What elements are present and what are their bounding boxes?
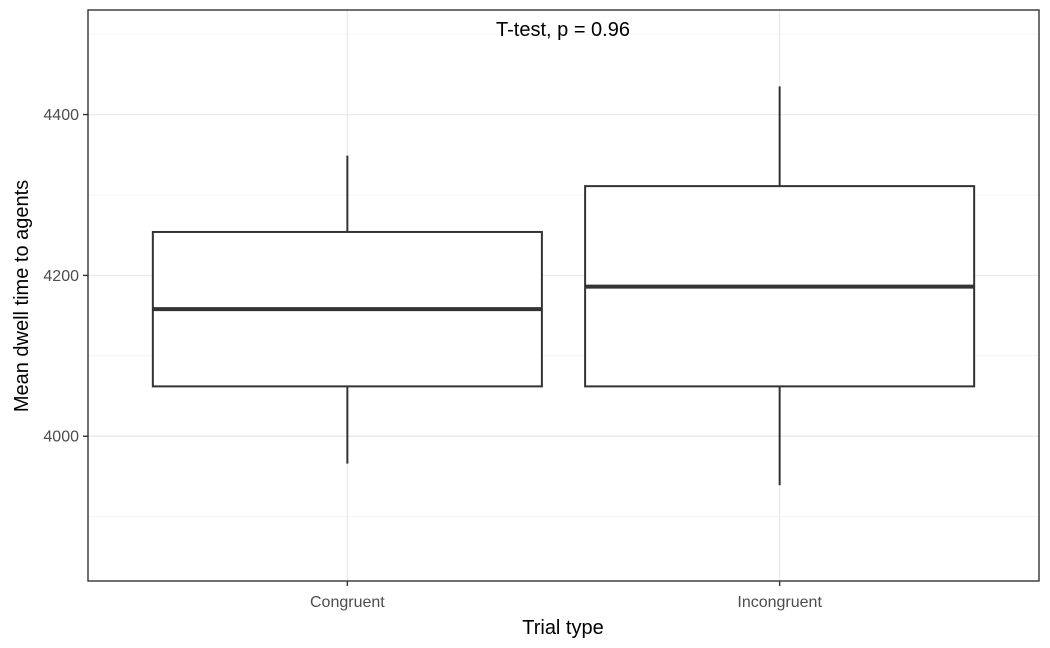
panel-border [87, 9, 1040, 582]
t-test-annotation: T-test, p = 0.96 [496, 19, 630, 41]
x-axis-title: Trial type [522, 617, 604, 639]
box-incongruent [584, 86, 976, 486]
x-tick-label: Incongruent [737, 594, 822, 611]
axes: 4000 4200 4400 Congruent Incongruent [43, 107, 822, 611]
boxes [151, 86, 976, 486]
x-tick-label: Congruent [310, 594, 385, 611]
y-tick-label: 4200 [43, 268, 79, 285]
y-tick-label: 4000 [43, 429, 79, 446]
box-congruent [151, 155, 543, 464]
y-tick-label: 4400 [43, 107, 79, 124]
y-axis-title: Mean dwell time to agents [11, 180, 33, 412]
